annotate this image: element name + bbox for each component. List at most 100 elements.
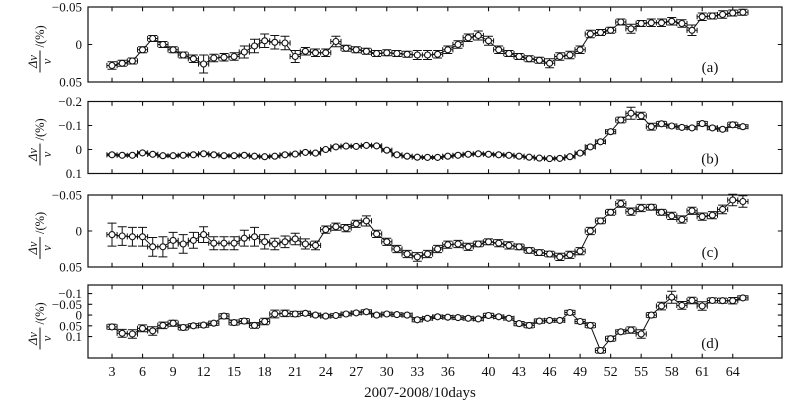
data-point: [149, 327, 157, 335]
data-point: [566, 308, 574, 317]
data-point: [423, 250, 432, 258]
data-point: [505, 241, 513, 249]
data-point: [719, 10, 727, 19]
data-point: [464, 150, 472, 158]
data-point: [474, 315, 482, 323]
data-point: [668, 212, 676, 220]
data-point: [271, 240, 279, 248]
data-point: [668, 17, 676, 25]
axis-ticks: [88, 285, 782, 358]
data-point: [525, 321, 533, 329]
data-point: [515, 243, 523, 251]
data-point: [413, 153, 421, 161]
data-point: [627, 326, 635, 334]
data-point: [108, 323, 116, 331]
data-point: [301, 148, 309, 156]
data-point: [464, 314, 472, 322]
data-point: [362, 308, 370, 316]
data-point: [678, 215, 686, 224]
data-point: [200, 231, 208, 239]
data-point: [647, 123, 655, 131]
data-point: [596, 28, 605, 37]
data-point: [484, 238, 493, 246]
data-point: [118, 232, 126, 240]
data-point: [413, 253, 421, 261]
data-point: [149, 150, 157, 158]
data-point: [311, 49, 320, 57]
y-axis-label-numerator: Δv: [26, 148, 40, 162]
data-point: [128, 233, 136, 241]
data-markers: [108, 8, 747, 70]
data-point: [505, 151, 513, 159]
y-tick-label: −0.05: [52, 188, 82, 203]
data-point: [301, 240, 309, 248]
data-point: [708, 124, 716, 132]
data-point: [474, 240, 482, 248]
data-point: [138, 46, 147, 54]
data-point: [423, 314, 432, 322]
y-tick-label: 0: [76, 37, 83, 52]
data-point: [322, 145, 330, 154]
data-point: [454, 151, 462, 159]
panel-frame: [87, 284, 783, 359]
data-point: [189, 55, 197, 63]
data-point: [291, 235, 299, 243]
data-point: [627, 25, 635, 33]
data-point: [189, 322, 197, 330]
data-point: [240, 234, 248, 242]
data-point: [627, 208, 635, 216]
data-point: [393, 151, 401, 159]
data-point: [220, 239, 228, 247]
data-point: [556, 316, 564, 324]
data-point: [200, 321, 208, 329]
data-point: [556, 253, 564, 261]
data-point: [261, 153, 269, 161]
data-point: [271, 152, 279, 160]
x-tick-label: 21: [288, 365, 302, 380]
data-point: [708, 211, 716, 219]
data-point: [261, 238, 269, 246]
y-tick-label: 0.05: [59, 75, 82, 90]
data-point: [515, 152, 523, 160]
data-point: [403, 250, 411, 258]
data-point: [128, 57, 136, 65]
data-point: [250, 321, 259, 329]
y-axis-label-numerator: Δv: [26, 332, 40, 346]
y-tick-labels: −0.05 0 0.05: [52, 188, 82, 275]
data-point: [179, 151, 187, 159]
data-point: [108, 231, 116, 239]
data-point: [607, 208, 615, 216]
x-tick-label: 9: [170, 365, 177, 380]
data-point: [566, 153, 574, 161]
data-point: [556, 52, 564, 61]
axis-ticks: [88, 194, 782, 268]
data-point: [566, 51, 574, 59]
data-point: [444, 46, 452, 54]
data-point: [291, 52, 299, 61]
data-point: [474, 31, 482, 40]
data-point: [739, 197, 747, 206]
panel-letter-label: (d): [701, 336, 719, 352]
data-point: [586, 143, 594, 151]
data-point: [373, 49, 381, 58]
y-tick-label: −0.1: [58, 286, 82, 301]
data-markers: [108, 196, 747, 261]
x-tick-label: 12: [197, 365, 211, 380]
y-tick-label: −0.1: [58, 118, 82, 133]
data-point: [525, 153, 533, 161]
x-tick-label: 64: [726, 365, 740, 380]
x-tick-label: 40: [482, 365, 496, 380]
data-point: [322, 49, 330, 57]
axis-ticks: [88, 100, 782, 175]
data-point: [322, 312, 330, 320]
data-point: [159, 152, 167, 160]
panel-a: −0.05 0 0.05 (a) Δv v /(%): [26, 0, 783, 90]
data-point: [220, 312, 228, 320]
data-point: [179, 323, 187, 332]
data-point: [240, 151, 248, 159]
data-point: [586, 321, 594, 329]
data-point: [250, 152, 259, 160]
y-tick-label: 0.05: [59, 318, 82, 333]
